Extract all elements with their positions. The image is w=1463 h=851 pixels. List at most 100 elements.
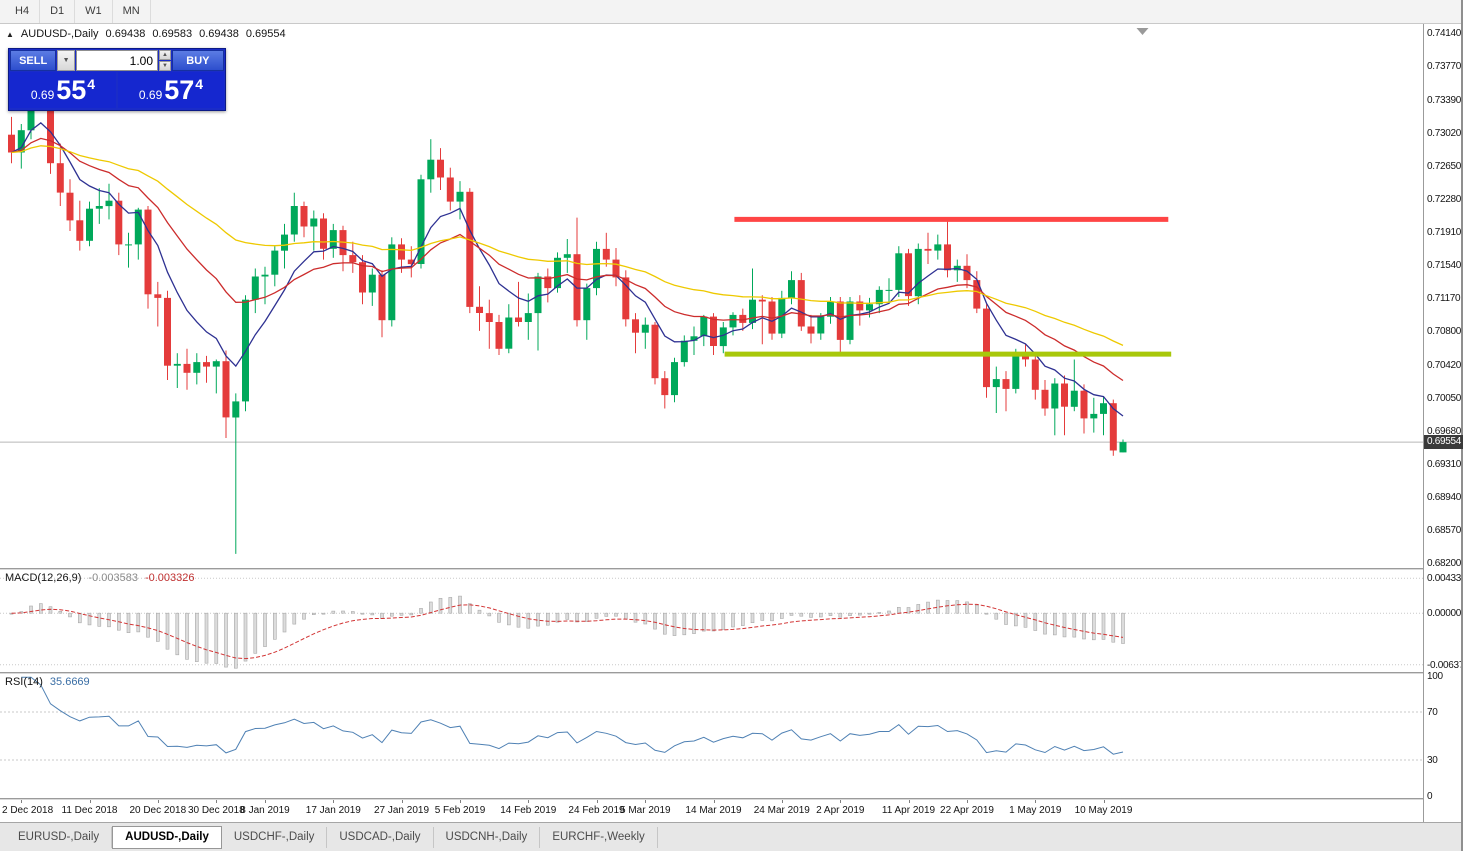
date-axis-label: 14 Mar 2019 — [685, 805, 742, 816]
price-axis-label: 0.72650 — [1427, 160, 1462, 172]
chart-tab-usdcnh-daily[interactable]: USDCNH-,Daily — [434, 827, 541, 848]
date-axis-label: 11 Dec 2018 — [61, 805, 118, 816]
volume-dropdown-button[interactable]: ▼ — [57, 50, 76, 71]
panel-separator[interactable] — [0, 798, 1463, 800]
volume-up-icon[interactable]: ▲ — [159, 50, 171, 60]
date-tick-mark — [781, 800, 783, 803]
date-axis-label: 1 May 2019 — [1009, 805, 1062, 816]
date-axis-label: 20 Dec 2018 — [129, 805, 187, 816]
rsi-name: RSI(14) — [5, 676, 43, 688]
timeframe-toolbar: H4 D1 W1 MN — [0, 0, 1463, 24]
date-tick-mark — [840, 800, 842, 803]
date-tick-mark — [528, 800, 530, 803]
macd-name: MACD(12,26,9) — [5, 572, 82, 584]
main-chart-canvas[interactable] — [0, 24, 1423, 568]
chart-tab-usdcad-daily[interactable]: USDCAD-,Daily — [327, 827, 434, 848]
candles-layer — [8, 50, 1127, 554]
sell-price-point: 4 — [87, 75, 96, 92]
date-tick-mark — [216, 800, 218, 803]
date-axis-label: 14 Feb 2019 — [500, 805, 557, 816]
timeframe-button-mn[interactable]: MN — [113, 0, 151, 23]
date-tick-mark — [713, 800, 715, 803]
date-axis-label: 17 Jan 2019 — [305, 805, 361, 816]
date-tick-mark — [401, 800, 403, 803]
date-tick-mark — [21, 800, 23, 803]
rsi-axis-label: 70 — [1427, 707, 1438, 718]
volume-spinner[interactable]: ▲ ▼ — [159, 50, 171, 71]
one-click-collapse-icon[interactable]: ▲ — [6, 29, 14, 39]
chart-tab-eurchf-weekly[interactable]: EURCHF-,Weekly — [540, 827, 658, 848]
rsi-panel[interactable]: RSI(14) 35.6669 — [0, 674, 1423, 798]
volume-down-icon[interactable]: ▼ — [159, 61, 171, 71]
ma-8-line — [11, 122, 1124, 417]
macd-canvas[interactable] — [0, 570, 1423, 672]
ohlc-open: 0.69438 — [105, 28, 146, 40]
panel-separator[interactable] — [0, 568, 1463, 570]
price-axis-label: 0.70800 — [1427, 325, 1462, 337]
chart-ohlc-header: ▲ AUDUSD-,Daily 0.69438 0.69583 0.69438 … — [6, 28, 286, 40]
sell-price-display[interactable]: 0.69 55 4 — [10, 72, 116, 108]
date-axis-label: 2 Apr 2019 — [816, 805, 865, 816]
timeframe-button-d1[interactable]: D1 — [40, 0, 76, 23]
price-axis-label: 0.69310 — [1427, 458, 1462, 470]
macd-main-value: -0.003583 — [88, 572, 138, 584]
rsi-value: 35.6669 — [49, 676, 90, 688]
price-axis-label: 0.71540 — [1427, 259, 1462, 271]
buy-button[interactable]: BUY — [171, 50, 224, 71]
macd-histogram — [9, 595, 1125, 669]
buy-price-base: 0.69 — [138, 87, 163, 102]
buy-price-point: 4 — [195, 75, 204, 92]
chart-tab-eurusd-daily[interactable]: EURUSD-,Daily — [6, 827, 113, 848]
chart-shift-marker-icon[interactable] — [1136, 28, 1149, 35]
price-axis[interactable]: 0.69554 0.74140 0.73770 0.73390 0.73020 0.72… — [1423, 24, 1463, 822]
price-axis-label: 0.68200 — [1427, 557, 1462, 569]
date-tick-mark — [596, 800, 598, 803]
chart-symbol-period: AUDUSD-,Daily — [20, 28, 99, 40]
main-chart-panel[interactable]: ▲ AUDUSD-,Daily 0.69438 0.69583 0.69438 … — [0, 24, 1423, 568]
date-axis-label: 11 Apr 2019 — [881, 805, 936, 816]
price-axis-label: 0.69680 — [1427, 425, 1462, 437]
macd-axis-label: 0.000000 — [1427, 608, 1463, 620]
rsi-axis-label: 30 — [1427, 755, 1438, 766]
macd-signal-line — [11, 603, 1124, 660]
price-axis-label: 0.73770 — [1427, 61, 1462, 72]
date-axis[interactable]: 2 Dec 2018 11 Dec 2018 20 Dec 2018 30 Dec 2… — [0, 800, 1423, 822]
price-axis-label: 0.72280 — [1427, 193, 1462, 205]
price-axis-label: 0.74140 — [1427, 28, 1462, 39]
ma-20-line — [11, 137, 1124, 382]
date-tick-mark — [265, 800, 266, 803]
date-axis-label: 5 Mar 2019 — [620, 805, 671, 816]
volume-input[interactable] — [76, 50, 159, 71]
timeframe-button-h4[interactable]: H4 — [5, 0, 41, 23]
rsi-canvas[interactable] — [0, 674, 1423, 798]
buy-price-display[interactable]: 0.69 57 4 — [118, 72, 224, 108]
sell-price-base: 0.69 — [30, 87, 55, 102]
price-axis-label: 0.70050 — [1427, 392, 1462, 404]
price-axis-label: 0.71910 — [1427, 226, 1462, 238]
date-axis-label: 27 Jan 2019 — [373, 805, 430, 816]
bid-price-tag: 0.69554 — [1424, 435, 1463, 450]
macd-panel[interactable]: MACD(12,26,9) -0.003583 -0.003326 — [0, 570, 1423, 672]
date-axis-label: 24 Mar 2019 — [753, 805, 810, 816]
rsi-axis-label: 100 — [1427, 671, 1443, 682]
sell-price-pips: 55 — [56, 75, 87, 105]
price-axis-label: 0.73020 — [1427, 127, 1462, 139]
date-tick-mark — [460, 800, 461, 803]
date-axis-label: 8 Jan 2019 — [240, 805, 290, 816]
panel-separator[interactable] — [0, 672, 1463, 674]
date-axis-label: 2 Dec 2018 — [2, 805, 54, 816]
date-axis-label: 22 Apr 2019 — [940, 805, 994, 816]
date-tick-mark — [645, 800, 647, 803]
window-edge — [1461, 0, 1463, 851]
date-axis-label: 10 May 2019 — [1074, 805, 1133, 816]
chart-tab-audusd-daily[interactable]: AUDUSD-,Daily — [112, 826, 222, 849]
buy-price-pips: 57 — [164, 75, 195, 105]
rsi-label: RSI(14) 35.6669 — [5, 676, 90, 688]
sell-button[interactable]: SELL — [10, 50, 57, 71]
price-axis-label: 0.73390 — [1427, 94, 1462, 106]
timeframe-button-w1[interactable]: W1 — [75, 0, 113, 23]
date-tick-mark — [157, 800, 159, 803]
chart-tab-usdchf-daily[interactable]: USDCHF-,Daily — [222, 827, 328, 848]
date-axis-label: 5 Feb 2019 — [434, 805, 486, 816]
